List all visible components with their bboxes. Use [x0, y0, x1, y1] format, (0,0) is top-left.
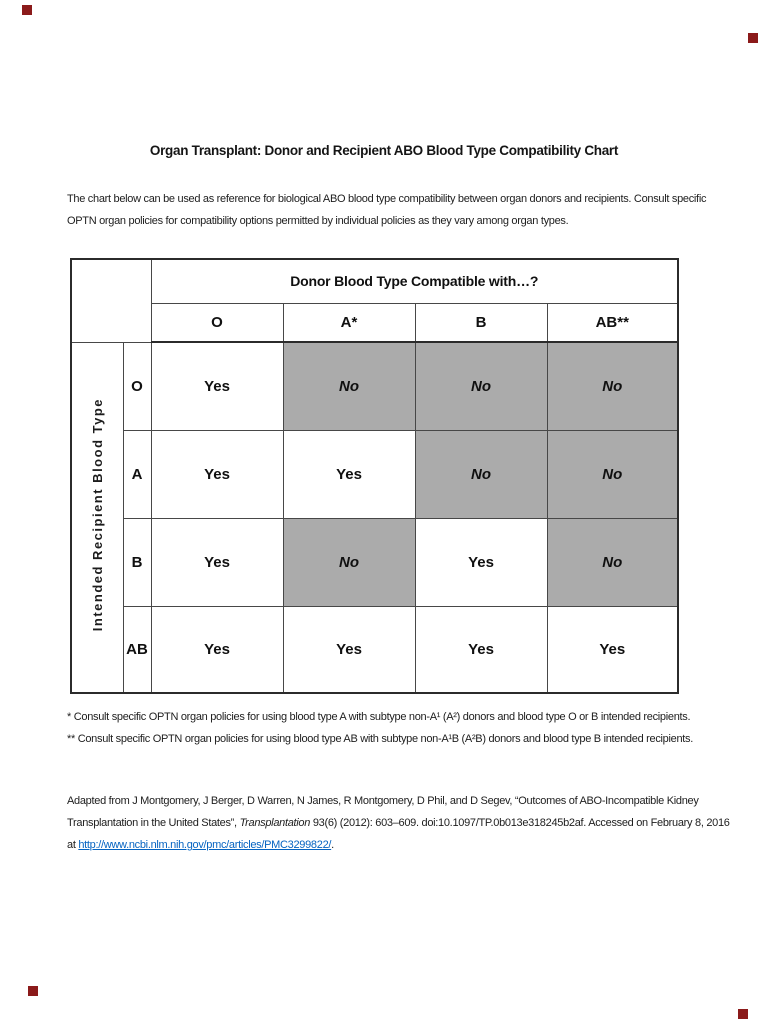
- row-header-a: A: [122, 429, 152, 519]
- citation-text: at: [67, 839, 79, 851]
- compat-cell: No: [546, 517, 679, 607]
- corner-marker: [22, 5, 32, 15]
- citation-paragraph: Adapted from J Montgomery, J Berger, D W…: [67, 790, 730, 856]
- compat-cell: Yes: [150, 517, 284, 607]
- intro-line: OPTN organ policies for compatibility op…: [67, 215, 569, 227]
- compat-cell: No: [546, 429, 679, 519]
- table-row: B Yes No Yes No: [71, 517, 679, 607]
- row-header-o: O: [122, 341, 152, 431]
- page-title: Organ Transplant: Donor and Recipient AB…: [149, 143, 619, 158]
- compat-cell: Yes: [414, 605, 548, 694]
- column-header-a: A*: [282, 302, 416, 343]
- compat-cell: No: [546, 341, 679, 431]
- citation-line: at http://www.ncbi.nlm.nih.gov/pmc/artic…: [67, 834, 730, 856]
- table-corner-cell: [70, 258, 152, 343]
- compat-cell: Yes: [282, 605, 416, 694]
- compat-cell: Yes: [414, 517, 548, 607]
- column-header-o: O: [150, 302, 284, 343]
- compat-cell: No: [282, 341, 416, 431]
- corner-marker: [28, 986, 38, 996]
- table-row: A Yes Yes No No: [71, 429, 679, 519]
- compat-cell: Yes: [150, 341, 284, 431]
- row-header-ab: AB: [122, 605, 152, 694]
- footnote-single-asterisk: * Consult specific OPTN organ policies f…: [67, 711, 691, 723]
- corner-marker: [738, 1009, 748, 1019]
- footnote-double-asterisk: ** Consult specific OPTN organ policies …: [67, 733, 693, 745]
- compat-cell: No: [414, 341, 548, 431]
- table-row: AB Yes Yes Yes Yes: [71, 605, 679, 694]
- citation-text: .: [331, 839, 334, 851]
- citation-text: Transplantation in the United States”,: [67, 817, 240, 829]
- compatibility-table: Donor Blood Type Compatible with…? O A* …: [70, 258, 679, 694]
- compat-cell: Yes: [150, 605, 284, 694]
- recipient-axis-label: Intended Recipient Blood Type: [89, 398, 105, 632]
- footnotes: * Consult specific OPTN organ policies f…: [67, 706, 693, 750]
- column-header-row: O A* B AB**: [71, 302, 679, 343]
- intro-paragraph: The chart below can be used as reference…: [67, 188, 706, 232]
- compat-cell: Yes: [282, 429, 416, 519]
- compat-cell: No: [282, 517, 416, 607]
- row-header-b: B: [122, 517, 152, 607]
- citation-text: Adapted from J Montgomery, J Berger, D W…: [67, 795, 699, 807]
- citation-text: 93(6) (2012): 603–609. doi:10.1097/TP.0b…: [310, 817, 730, 829]
- table-row: Intended Recipient Blood Type O Yes No N…: [70, 341, 679, 694]
- intro-line: The chart below can be used as reference…: [67, 193, 707, 205]
- column-header-b: B: [414, 302, 548, 343]
- citation-line: Adapted from J Montgomery, J Berger, D W…: [67, 790, 730, 812]
- compat-cell: Yes: [150, 429, 284, 519]
- corner-marker: [748, 33, 758, 43]
- donor-header-row: Donor Blood Type Compatible with…?: [70, 258, 679, 343]
- column-header-ab: AB**: [546, 302, 679, 343]
- donor-axis-label: Donor Blood Type Compatible with…?: [150, 258, 679, 304]
- journal-title: Transplantation: [239, 817, 311, 829]
- citation-line: Transplantation in the United States”, T…: [67, 812, 730, 834]
- recipient-axis-cell: Intended Recipient Blood Type: [70, 341, 124, 694]
- compat-cell: No: [414, 429, 548, 519]
- pmc-article-link[interactable]: http://www.ncbi.nlm.nih.gov/pmc/articles…: [78, 839, 332, 851]
- compat-cell: Yes: [546, 605, 679, 694]
